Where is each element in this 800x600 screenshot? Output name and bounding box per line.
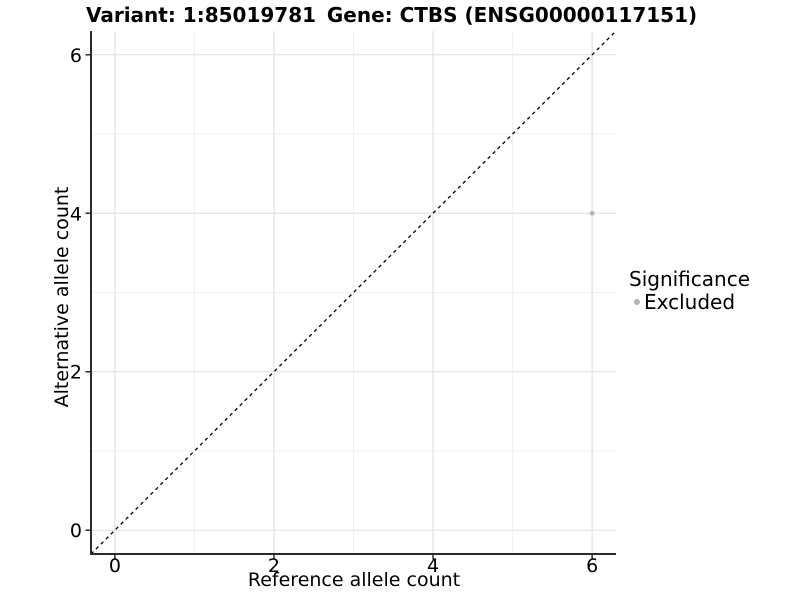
- x-tick-label: 4: [427, 555, 439, 577]
- excluded-point-icon: [634, 299, 640, 305]
- legend-item-excluded: Excluded: [629, 291, 750, 313]
- data-point-excluded: [589, 210, 595, 216]
- x-axis-label: Reference allele count: [247, 569, 461, 591]
- y-tick-label: 0: [70, 520, 82, 542]
- identity-dashed-line: [90, 30, 617, 555]
- legend: Significance Excluded: [629, 268, 750, 313]
- legend-item-label: Excluded: [644, 290, 736, 314]
- gene-title: Gene: CTBS (ENSG00000117151): [326, 3, 698, 27]
- variant-title: Variant: 1:85019781: [85, 3, 317, 27]
- y-tick-label: 2: [70, 362, 82, 384]
- y-tick-label: 6: [70, 45, 82, 67]
- legend-title: Significance: [629, 267, 751, 291]
- x-tick-label: 2: [268, 555, 280, 577]
- x-tick-label: 0: [109, 555, 121, 577]
- y-axis-label: Alternative allele count: [51, 186, 73, 408]
- x-tick-label: 6: [586, 555, 598, 577]
- y-tick-label: 4: [70, 203, 82, 225]
